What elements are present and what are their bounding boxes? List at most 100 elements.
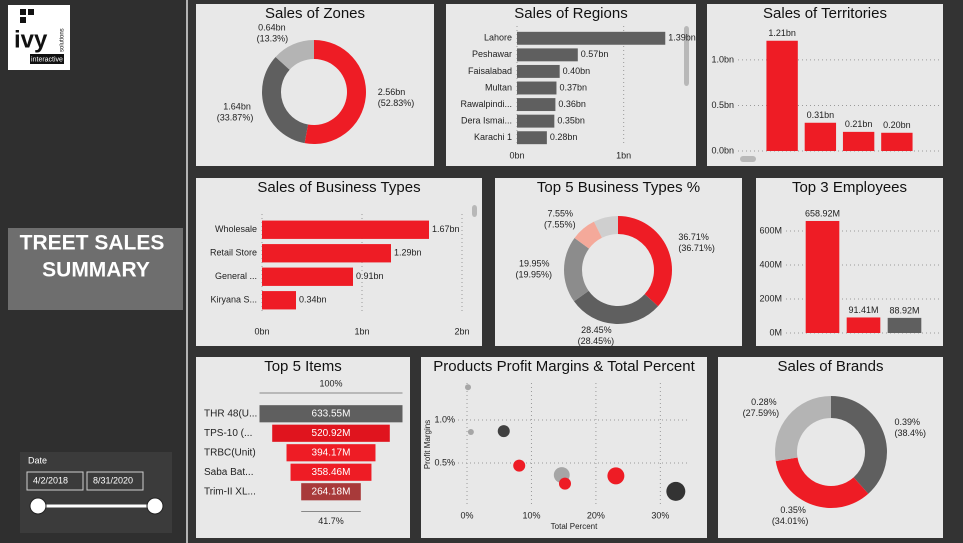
bar bbox=[517, 98, 556, 112]
category-label: Kiryana S... bbox=[210, 295, 257, 305]
data-label: 520.92M bbox=[312, 428, 351, 439]
slider-handle[interactable] bbox=[29, 497, 47, 515]
data-label: 91.41M bbox=[848, 305, 878, 315]
y-tick-label: 600M bbox=[759, 225, 782, 235]
chart-title: Sales of Regions bbox=[514, 5, 627, 22]
start-date[interactable]: 4/2/2018 bbox=[33, 475, 68, 485]
donut-segment bbox=[304, 40, 366, 144]
slicer-box bbox=[20, 452, 172, 533]
logo-brand: ivy bbox=[14, 26, 48, 53]
date-slicer: Date 4/2/2018 8/31/2020 bbox=[20, 452, 172, 533]
title-band bbox=[8, 228, 183, 310]
y-tick-label: 200M bbox=[759, 293, 782, 303]
bar bbox=[517, 64, 560, 78]
data-label: 28.45% (28.45%) bbox=[578, 325, 615, 346]
chart-panel: Sales of Regions 0bn 1bn Lahore 1.39bn Peshaw… bbox=[446, 4, 696, 166]
logo-square bbox=[20, 9, 26, 15]
data-label: 88.92M bbox=[889, 305, 919, 315]
bar bbox=[517, 81, 557, 95]
bar bbox=[804, 122, 837, 151]
logo-square bbox=[20, 17, 26, 23]
data-label: 1.29bn bbox=[394, 248, 422, 258]
panel-background bbox=[446, 4, 696, 166]
data-label: 19.95% (19.95%) bbox=[515, 259, 552, 280]
scrollbar-thumb bbox=[740, 156, 756, 162]
bar bbox=[517, 31, 666, 45]
donut-segment bbox=[573, 290, 659, 325]
data-label: 36.71% (36.71%) bbox=[678, 233, 715, 254]
chart-title: Sales of Zones bbox=[265, 5, 365, 22]
x-axis-label: Total Percent bbox=[551, 522, 598, 531]
category-label: Rawalpindi... bbox=[460, 99, 512, 109]
scatter-point bbox=[513, 459, 526, 472]
chart-title: Sales of Business Types bbox=[257, 179, 420, 196]
bar bbox=[887, 317, 922, 333]
bar bbox=[262, 244, 391, 263]
scatter-point bbox=[497, 425, 510, 438]
chart-panel: Products Profit Margins & Total Percent 0… bbox=[421, 357, 707, 538]
end-date-input[interactable] bbox=[86, 471, 144, 491]
x-tick-label: 1bn bbox=[616, 150, 631, 160]
category-label: TRBC(Unit) bbox=[204, 447, 256, 458]
bar bbox=[881, 132, 913, 151]
x-tick-label: 1bn bbox=[354, 326, 369, 336]
bar bbox=[517, 114, 555, 128]
scrollbar-thumb bbox=[684, 26, 689, 86]
data-label: 0.91bn bbox=[356, 271, 384, 281]
funnel-bar bbox=[272, 424, 390, 442]
data-label: 2.56bn (52.83%) bbox=[378, 87, 415, 108]
y-tick-label: 0M bbox=[769, 327, 782, 337]
chart-title: Sales of Territories bbox=[763, 5, 887, 22]
x-tick-label: 10% bbox=[522, 510, 540, 520]
category-label: Multan bbox=[485, 82, 512, 92]
data-label: 394.17M bbox=[312, 447, 351, 458]
data-label: 658.92M bbox=[805, 208, 840, 218]
logo-side: solutions bbox=[60, 28, 66, 52]
slider-handle[interactable] bbox=[146, 497, 164, 515]
x-tick-label: 0bn bbox=[254, 326, 269, 336]
chart-title: Top 5 Items bbox=[264, 358, 342, 375]
end-date[interactable]: 8/31/2020 bbox=[93, 475, 133, 485]
bar bbox=[766, 40, 798, 151]
bar bbox=[846, 317, 881, 333]
data-label: 0.57bn bbox=[581, 49, 609, 59]
scatter-point bbox=[607, 467, 625, 485]
donut-segment bbox=[564, 237, 590, 302]
bar bbox=[262, 291, 296, 310]
funnel-bar bbox=[301, 483, 361, 501]
data-label: 0.36bn bbox=[558, 99, 586, 109]
start-date-input[interactable] bbox=[26, 471, 84, 491]
y-tick-label: 0.5% bbox=[434, 457, 455, 467]
data-label: 0.40bn bbox=[563, 66, 591, 76]
chart-title: Sales of Brands bbox=[778, 358, 884, 375]
data-label: 0.37bn bbox=[559, 82, 587, 92]
category-label: Trim-II XL... bbox=[204, 486, 256, 497]
chart-panel: Sales of Brands 0.39% (38.4%) 0.35% (34.01… bbox=[718, 357, 943, 538]
logo: ivy interactive solutions bbox=[8, 5, 70, 70]
category-label: Retail Store bbox=[210, 248, 257, 258]
dashboard-title: SUMMARY bbox=[42, 259, 150, 282]
data-label: 358.46M bbox=[312, 467, 351, 478]
data-label: 1.21bn bbox=[768, 28, 796, 38]
funnel-bar bbox=[290, 463, 372, 481]
y-tick-label: 400M bbox=[759, 259, 782, 269]
donut-segment bbox=[775, 396, 831, 462]
data-label: 0.35% (34.01%) bbox=[772, 505, 809, 526]
x-tick-label: 20% bbox=[587, 510, 605, 520]
data-label: 0.28bn bbox=[550, 132, 578, 142]
donut-segment bbox=[574, 221, 602, 249]
data-label: 1.39bn bbox=[668, 33, 696, 43]
category-label: Dera Ismai... bbox=[461, 116, 512, 126]
data-label: 0.20bn bbox=[883, 120, 911, 130]
category-label: General ... bbox=[215, 271, 257, 281]
chart-panel: Top 3 Employees 0M 200M 400M 600M 658.92M 91.4… bbox=[756, 178, 943, 346]
chart-title: Products Profit Margins & Total Percent bbox=[433, 358, 695, 375]
funnel-top-label: 100% bbox=[319, 378, 342, 388]
bar bbox=[262, 220, 429, 239]
chart-panel: Sales of Business Types 0bn 1bn 2bn Wholesal… bbox=[196, 178, 482, 346]
funnel-bottom-label: 41.7% bbox=[318, 516, 344, 526]
chart-panel: Sales of Territories 0.0bn 0.5bn 1.0bn 1.21b… bbox=[707, 4, 943, 166]
logo-band bbox=[30, 54, 64, 64]
donut-segment bbox=[593, 216, 618, 238]
